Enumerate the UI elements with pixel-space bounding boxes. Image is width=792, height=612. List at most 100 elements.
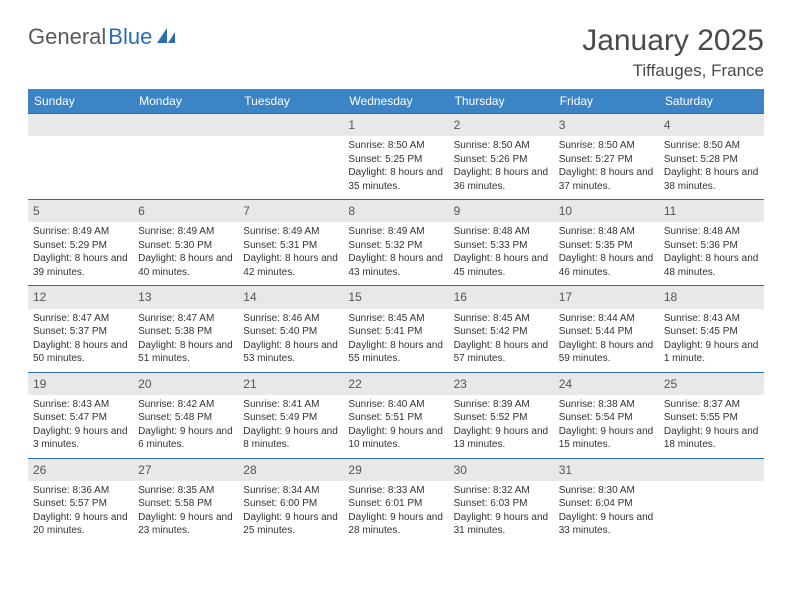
title-block: January 2025 Tiffauges, France <box>582 24 764 81</box>
dow-header: Friday <box>554 89 659 114</box>
day-details: Sunrise: 8:43 AMSunset: 5:45 PMDaylight:… <box>662 312 761 366</box>
day-cell: 19 Sunrise: 8:43 AMSunset: 5:47 PMDayligh… <box>28 372 133 458</box>
day-number: 7 <box>238 200 343 222</box>
day-number: 6 <box>133 200 238 222</box>
dow-header: Monday <box>133 89 238 114</box>
day-details: Sunrise: 8:48 AMSunset: 5:35 PMDaylight:… <box>557 225 656 279</box>
day-details: Sunrise: 8:45 AMSunset: 5:42 PMDaylight:… <box>452 312 551 366</box>
day-cell: 11Sunrise: 8:48 AMSunset: 5:36 PMDayligh… <box>659 200 764 286</box>
day-details: Sunrise: 8:50 AMSunset: 5:28 PMDaylight:… <box>662 139 761 193</box>
day-number: 25 <box>659 373 764 395</box>
day-number: 30 <box>449 459 554 481</box>
day-cell <box>659 458 764 544</box>
day-number: 18 <box>659 286 764 308</box>
day-cell <box>238 114 343 200</box>
day-cell: 28 Sunrise: 8:34 AMSunset: 6:00 PMDayligh… <box>238 458 343 544</box>
dow-header: Tuesday <box>238 89 343 114</box>
week-row: 1 Sunrise: 8:50 AMSunset: 5:25 PMDaylight… <box>28 114 764 200</box>
day-details: Sunrise: 8:50 AMSunset: 5:25 PMDaylight:… <box>346 139 445 193</box>
day-cell: 17 Sunrise: 8:44 AMSunset: 5:44 PMDayligh… <box>554 286 659 372</box>
day-cell <box>28 114 133 200</box>
day-cell: 24Sunrise: 8:38 AMSunset: 5:54 PMDayligh… <box>554 372 659 458</box>
day-number: 2 <box>449 114 554 136</box>
day-cell: 12 Sunrise: 8:47 AMSunset: 5:37 PMDayligh… <box>28 286 133 372</box>
month-title: January 2025 <box>582 24 764 57</box>
dow-header: Sunday <box>28 89 133 114</box>
day-number: 21 <box>238 373 343 395</box>
day-details: Sunrise: 8:37 AMSunset: 5:55 PMDaylight:… <box>662 398 761 452</box>
week-row: 5Sunrise: 8:49 AMSunset: 5:29 PMDaylight… <box>28 200 764 286</box>
day-details: Sunrise: 8:48 AMSunset: 5:36 PMDaylight:… <box>662 225 761 279</box>
day-details: Sunrise: 8:49 AMSunset: 5:30 PMDaylight:… <box>136 225 235 279</box>
header: GeneralBlue January 2025 Tiffauges, Fran… <box>28 24 764 81</box>
day-cell: 20 Sunrise: 8:42 AMSunset: 5:48 PMDayligh… <box>133 372 238 458</box>
day-cell: 9 Sunrise: 8:48 AMSunset: 5:33 PMDaylight… <box>449 200 554 286</box>
day-details: Sunrise: 8:42 AMSunset: 5:48 PMDaylight:… <box>136 398 235 452</box>
day-cell: 3 Sunrise: 8:50 AMSunset: 5:27 PMDaylight… <box>554 114 659 200</box>
day-cell: 30 Sunrise: 8:32 AMSunset: 6:03 PMDayligh… <box>449 458 554 544</box>
day-number: 10 <box>554 200 659 222</box>
empty-day <box>659 459 764 481</box>
day-number: 15 <box>343 286 448 308</box>
day-cell: 14Sunrise: 8:46 AMSunset: 5:40 PMDayligh… <box>238 286 343 372</box>
day-cell: 29 Sunrise: 8:33 AMSunset: 6:01 PMDayligh… <box>343 458 448 544</box>
day-details: Sunrise: 8:34 AMSunset: 6:00 PMDaylight:… <box>241 484 340 538</box>
week-row: 12 Sunrise: 8:47 AMSunset: 5:37 PMDayligh… <box>28 286 764 372</box>
day-details: Sunrise: 8:49 AMSunset: 5:31 PMDaylight:… <box>241 225 340 279</box>
day-number: 23 <box>449 373 554 395</box>
day-number: 9 <box>449 200 554 222</box>
empty-day <box>133 114 238 136</box>
day-number: 3 <box>554 114 659 136</box>
day-details: Sunrise: 8:43 AMSunset: 5:47 PMDaylight:… <box>31 398 130 452</box>
day-cell: 8Sunrise: 8:49 AMSunset: 5:32 PMDaylight… <box>343 200 448 286</box>
day-number: 29 <box>343 459 448 481</box>
calendar-body: 1 Sunrise: 8:50 AMSunset: 5:25 PMDaylight… <box>28 114 764 544</box>
day-cell: 16Sunrise: 8:45 AMSunset: 5:42 PMDayligh… <box>449 286 554 372</box>
day-cell: 4 Sunrise: 8:50 AMSunset: 5:28 PMDaylight… <box>659 114 764 200</box>
day-number: 20 <box>133 373 238 395</box>
day-details: Sunrise: 8:44 AMSunset: 5:44 PMDaylight:… <box>557 312 656 366</box>
day-number: 1 <box>343 114 448 136</box>
day-number: 12 <box>28 286 133 308</box>
day-cell: 25 Sunrise: 8:37 AMSunset: 5:55 PMDayligh… <box>659 372 764 458</box>
week-row: 26Sunrise: 8:36 AMSunset: 5:57 PMDayligh… <box>28 458 764 544</box>
logo: GeneralBlue <box>28 24 178 50</box>
day-number: 26 <box>28 459 133 481</box>
week-row: 19 Sunrise: 8:43 AMSunset: 5:47 PMDayligh… <box>28 372 764 458</box>
day-number: 13 <box>133 286 238 308</box>
day-number: 19 <box>28 373 133 395</box>
day-details: Sunrise: 8:32 AMSunset: 6:03 PMDaylight:… <box>452 484 551 538</box>
day-details: Sunrise: 8:45 AMSunset: 5:41 PMDaylight:… <box>346 312 445 366</box>
day-details: Sunrise: 8:46 AMSunset: 5:40 PMDaylight:… <box>241 312 340 366</box>
dow-row: SundayMondayTuesdayWednesdayThursdayFrid… <box>28 89 764 114</box>
day-cell: 27Sunrise: 8:35 AMSunset: 5:58 PMDayligh… <box>133 458 238 544</box>
day-number: 28 <box>238 459 343 481</box>
day-number: 4 <box>659 114 764 136</box>
day-cell: 18 Sunrise: 8:43 AMSunset: 5:45 PMDayligh… <box>659 286 764 372</box>
day-cell <box>133 114 238 200</box>
day-cell: 31 Sunrise: 8:30 AMSunset: 6:04 PMDayligh… <box>554 458 659 544</box>
day-details: Sunrise: 8:47 AMSunset: 5:37 PMDaylight:… <box>31 312 130 366</box>
day-details: Sunrise: 8:38 AMSunset: 5:54 PMDaylight:… <box>557 398 656 452</box>
day-details: Sunrise: 8:49 AMSunset: 5:32 PMDaylight:… <box>346 225 445 279</box>
day-cell: 6 Sunrise: 8:49 AMSunset: 5:30 PMDaylight… <box>133 200 238 286</box>
day-details: Sunrise: 8:50 AMSunset: 5:27 PMDaylight:… <box>557 139 656 193</box>
day-cell: 2 Sunrise: 8:50 AMSunset: 5:26 PMDaylight… <box>449 114 554 200</box>
day-details: Sunrise: 8:48 AMSunset: 5:33 PMDaylight:… <box>452 225 551 279</box>
day-number: 17 <box>554 286 659 308</box>
day-details: Sunrise: 8:33 AMSunset: 6:01 PMDaylight:… <box>346 484 445 538</box>
day-cell: 13Sunrise: 8:47 AMSunset: 5:38 PMDayligh… <box>133 286 238 372</box>
day-cell: 23Sunrise: 8:39 AMSunset: 5:52 PMDayligh… <box>449 372 554 458</box>
empty-day <box>28 114 133 136</box>
day-cell: 5Sunrise: 8:49 AMSunset: 5:29 PMDaylight… <box>28 200 133 286</box>
dow-header: Thursday <box>449 89 554 114</box>
day-details: Sunrise: 8:50 AMSunset: 5:26 PMDaylight:… <box>452 139 551 193</box>
day-number: 31 <box>554 459 659 481</box>
day-details: Sunrise: 8:30 AMSunset: 6:04 PMDaylight:… <box>557 484 656 538</box>
day-details: Sunrise: 8:49 AMSunset: 5:29 PMDaylight:… <box>31 225 130 279</box>
dow-header: Saturday <box>659 89 764 114</box>
day-cell: 15 Sunrise: 8:45 AMSunset: 5:41 PMDayligh… <box>343 286 448 372</box>
day-cell: 7 Sunrise: 8:49 AMSunset: 5:31 PMDaylight… <box>238 200 343 286</box>
day-cell: 21Sunrise: 8:41 AMSunset: 5:49 PMDayligh… <box>238 372 343 458</box>
logo-text-blue: Blue <box>108 24 152 50</box>
